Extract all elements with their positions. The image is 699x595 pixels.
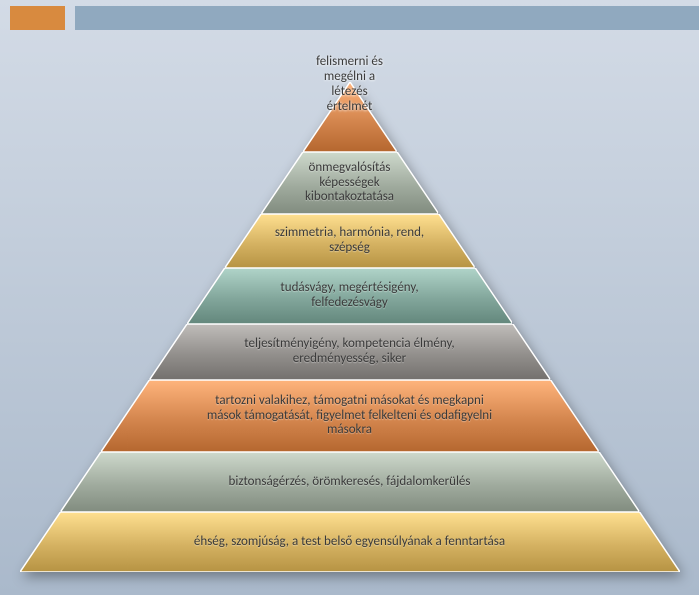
pyramid-layer-3-label: teljesítményigény, kompetencia élmény, e… bbox=[244, 337, 454, 367]
pyramid-layer-1: biztonságérzés, örömkeresés, fájdalomker… bbox=[60, 452, 639, 512]
pyramid-layer-0: éhség, szomjúság, a test belső egyensúly… bbox=[20, 512, 680, 572]
pyramid: éhség, szomjúság, a test belső egyensúly… bbox=[20, 82, 680, 572]
pyramid-layer-1-label: biztonságérzés, örömkeresés, fájdalomker… bbox=[229, 475, 471, 490]
slide-canvas: éhség, szomjúság, a test belső egyensúly… bbox=[0, 0, 699, 595]
pyramid-layer-2: tartozni valakihez, támogatni másokat és… bbox=[100, 380, 598, 452]
pyramid-layer-5: szimmetria, harmónia, rend, szépség bbox=[224, 214, 475, 268]
pyramid-layer-3: teljesítményigény, kompetencia élmény, e… bbox=[149, 324, 550, 380]
header-accent-blue bbox=[75, 6, 699, 30]
header-accent-orange bbox=[10, 6, 65, 30]
pyramid-layer-5-label: szimmetria, harmónia, rend, szépség bbox=[275, 226, 424, 256]
pyramid-layer-2-label: tartozni valakihez, támogatni másokat és… bbox=[207, 394, 492, 439]
pyramid-apex-label: felismerni és megélni a létezés értelmét bbox=[270, 55, 430, 115]
pyramid-layer-4: tudásvágy, megértésigény, felfedezésvágy bbox=[187, 268, 513, 324]
pyramid-layer-0-label: éhség, szomjúság, a test belső egyensúly… bbox=[194, 535, 505, 550]
pyramid-layer-6-label: önmegvalósítás képességek kibontakoztatá… bbox=[305, 161, 394, 206]
pyramid-layer-4-label: tudásvágy, megértésigény, felfedezésvágy bbox=[280, 281, 418, 311]
pyramid-layer-6: önmegvalósítás képességek kibontakoztatá… bbox=[261, 152, 439, 214]
